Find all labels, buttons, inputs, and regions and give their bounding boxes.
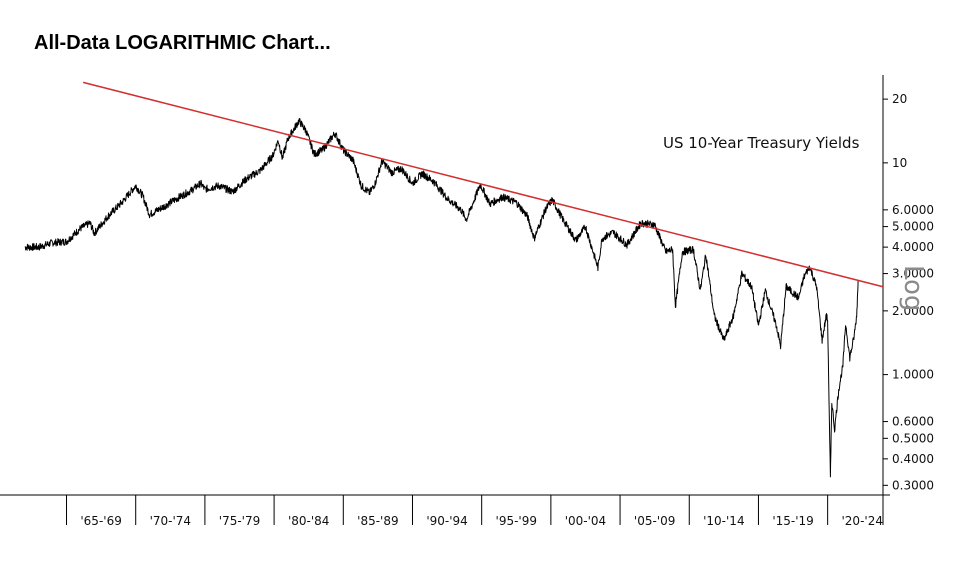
- y-axis: 20 10 6.0000 5.0000 4.0000 3.0000 2.0000 1.0000…: [882, 75, 934, 495]
- x-tick-label: '15-'19: [772, 514, 813, 528]
- x-tick-label: '80-'84: [288, 514, 329, 528]
- y-tick-label: 1.0000: [892, 368, 934, 382]
- x-tick-label: '70-'74: [150, 514, 191, 528]
- x-tick-label: '85-'89: [357, 514, 398, 528]
- log-scale-label: Log: [898, 265, 928, 311]
- y-tick-label: 6.0000: [892, 203, 934, 217]
- x-tick-label: '00-'04: [565, 514, 606, 528]
- x-tick-label: '65-'69: [80, 514, 121, 528]
- y-tick-label: 3.0000: [892, 267, 934, 281]
- resistance-trendline: [82, 81, 884, 288]
- y-tick-label: 10: [892, 156, 907, 170]
- y-tick-label: 4.0000: [892, 240, 934, 254]
- x-tick-label: '10-'14: [703, 514, 744, 528]
- series-label: US 10-Year Treasury Yields: [663, 134, 860, 152]
- y-tick-label: 20: [892, 92, 907, 106]
- x-tick-label: '20-'24: [842, 514, 883, 528]
- y-tick-label: 0.5000: [892, 431, 934, 445]
- y-tick-label: 0.6000: [892, 415, 934, 429]
- y-tick-label: 0.3000: [892, 478, 934, 492]
- x-tick-label: '05-'09: [634, 514, 675, 528]
- x-tick-label: '90-'94: [426, 514, 467, 528]
- x-tick-label: '95-'99: [496, 514, 537, 528]
- y-tick-label: 2.0000: [892, 304, 934, 318]
- yield-series-line: [24, 117, 859, 478]
- x-axis: '65-'69 '70-'74 '75-'79 '80-'84 '85-'89 '90-'…: [0, 494, 890, 528]
- chart-heading: All-Data LOGARITHMIC Chart...: [34, 32, 331, 54]
- y-tick-label: 0.4000: [892, 452, 934, 466]
- y-tick-label: 5.0000: [892, 220, 934, 234]
- plot-area: [24, 81, 884, 478]
- x-tick-label: '75-'79: [219, 514, 260, 528]
